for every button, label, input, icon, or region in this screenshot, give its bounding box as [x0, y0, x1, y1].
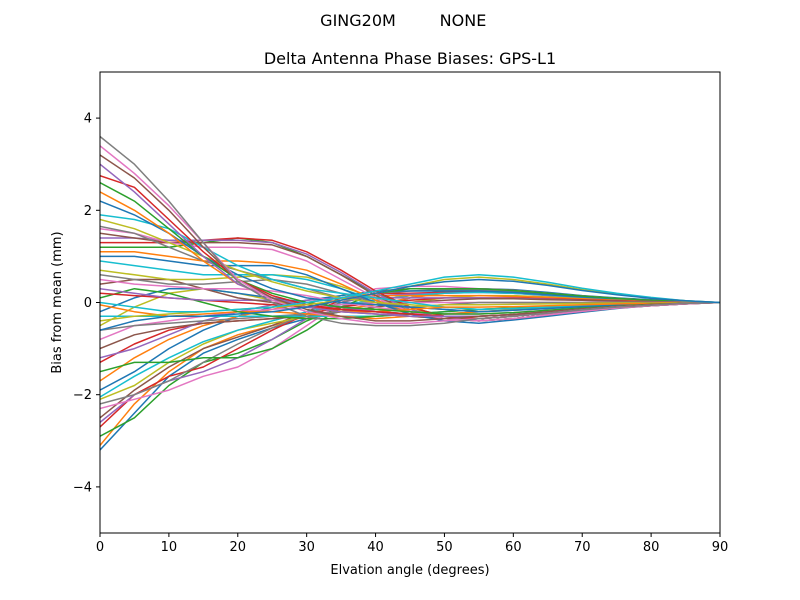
x-tick-label: 30: [298, 540, 315, 555]
x-tick-label: 70: [574, 540, 591, 555]
x-tick-label: 40: [367, 540, 384, 555]
chart-title: Delta Antenna Phase Biases: GPS-L1: [264, 49, 556, 68]
series-line-13: [100, 287, 720, 373]
y-tick-label: 4: [84, 112, 92, 127]
x-tick-label: 80: [643, 540, 660, 555]
x-tick-label: 50: [436, 540, 453, 555]
y-axis: −4 −2 0 2 4: [73, 112, 100, 495]
x-tick-label: 90: [712, 540, 729, 555]
x-tick-label: 0: [96, 540, 104, 555]
y-tick-label: 2: [84, 204, 92, 219]
y-tick-label: −2: [73, 388, 92, 403]
x-axis-label: Elvation angle (degrees): [330, 563, 489, 578]
suptitle-model: GING20M: [320, 11, 396, 30]
x-tick-label: 60: [505, 540, 522, 555]
x-tick-label: 10: [161, 540, 178, 555]
y-axis-label: Bias from mean (mm): [50, 231, 65, 373]
suptitle-correction: NONE: [440, 11, 487, 30]
series-layer: [100, 135, 720, 451]
series-line-50: [100, 274, 720, 313]
y-tick-label: −4: [73, 480, 92, 495]
series-line-42: [100, 191, 720, 313]
series-line-48: [100, 135, 720, 327]
y-tick-label: 0: [84, 296, 92, 311]
x-axis: 0 10 20 30 40 50 60 70 80 90: [96, 533, 728, 555]
x-tick-label: 20: [230, 540, 247, 555]
series-line-51: [100, 278, 720, 331]
